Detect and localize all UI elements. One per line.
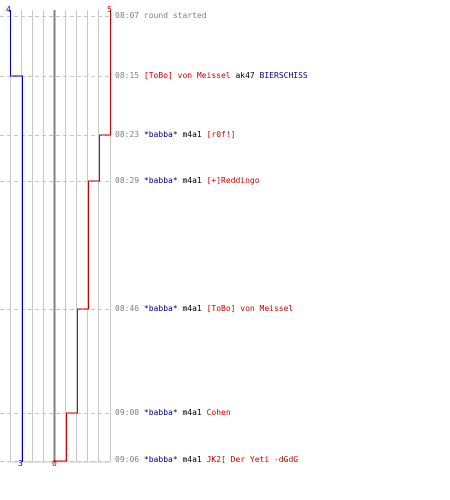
red-top-score: 5	[107, 5, 112, 14]
red-bottom-score: 0	[52, 459, 57, 468]
event-time: 09:00	[115, 408, 140, 417]
victim-name: [ToBo] von Meissel	[206, 304, 294, 313]
event-row: 08:46 *babba* m4a1 [ToBo] von Meissel	[115, 304, 293, 314]
blue-top-score: 4	[6, 5, 11, 14]
victim-name: [r0f!]	[206, 130, 236, 139]
blue-team-series-line	[10, 10, 23, 462]
killer-name: *babba*	[143, 304, 178, 313]
event-row: 08:29 *babba* m4a1 [+]Reddingo	[115, 176, 260, 186]
blue-bottom-score: 3	[18, 459, 23, 468]
event-row: 08:07 round started	[115, 11, 207, 21]
weapon-name: m4a1	[182, 455, 202, 464]
victim-name: Cohen	[206, 408, 231, 417]
event-time: 08:29	[115, 176, 140, 185]
weapon-name: m4a1	[182, 304, 202, 313]
killer-name: *babba*	[143, 455, 178, 464]
event-row: 09:06 *babba* m4a1 JK2[ Der Yeti -dGdG	[115, 455, 298, 465]
event-row: 09:00 *babba* m4a1 Cohen	[115, 408, 231, 418]
killer-name: [ToBo] von Meissel	[143, 71, 231, 80]
event-message: round started	[143, 11, 207, 20]
red-team-series-line	[54, 10, 111, 462]
event-row: 08:15 [ToBo] von Meissel ak47 BIERSCHISS	[115, 71, 308, 81]
victim-name: BIERSCHISS	[259, 71, 308, 80]
team-alive-graph	[0, 10, 112, 463]
victim-name: [+]Reddingo	[206, 176, 260, 185]
killer-name: *babba*	[143, 130, 178, 139]
event-time: 08:46	[115, 304, 140, 313]
victim-name: JK2[ Der Yeti -dGdG	[206, 455, 299, 464]
weapon-name: m4a1	[182, 408, 202, 417]
weapon-name: m4a1	[182, 176, 202, 185]
killer-name: *babba*	[143, 176, 178, 185]
weapon-name: ak47	[235, 71, 255, 80]
event-row: 08:23 *babba* m4a1 [r0f!]	[115, 130, 235, 140]
event-time: 08:07	[115, 11, 140, 20]
killer-name: *babba*	[143, 408, 178, 417]
event-time: 08:15	[115, 71, 140, 80]
event-time: 08:23	[115, 130, 140, 139]
weapon-name: m4a1	[182, 130, 202, 139]
event-time: 09:06	[115, 455, 140, 464]
